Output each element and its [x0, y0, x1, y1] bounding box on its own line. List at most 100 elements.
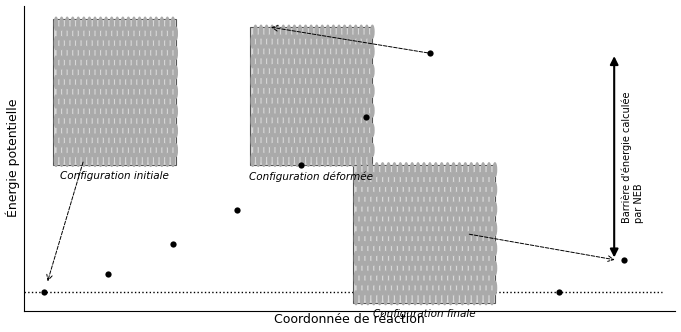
Circle shape: [443, 193, 446, 206]
Circle shape: [466, 252, 470, 265]
Circle shape: [381, 202, 384, 216]
Circle shape: [257, 35, 260, 48]
Circle shape: [301, 94, 304, 107]
Circle shape: [443, 291, 446, 304]
Circle shape: [157, 66, 161, 79]
Circle shape: [136, 105, 138, 118]
Circle shape: [484, 232, 488, 245]
Circle shape: [431, 252, 434, 265]
Circle shape: [390, 271, 393, 285]
Circle shape: [127, 153, 130, 166]
Circle shape: [93, 56, 97, 69]
Circle shape: [484, 193, 488, 206]
Circle shape: [101, 85, 105, 98]
Circle shape: [455, 271, 458, 285]
Circle shape: [279, 35, 282, 48]
Circle shape: [127, 17, 130, 30]
Circle shape: [101, 46, 105, 59]
Circle shape: [425, 271, 428, 285]
Circle shape: [99, 153, 102, 166]
Circle shape: [372, 212, 375, 226]
Circle shape: [326, 45, 330, 58]
Circle shape: [93, 153, 97, 166]
Circle shape: [490, 193, 494, 206]
Circle shape: [354, 65, 358, 78]
Circle shape: [407, 173, 411, 186]
Circle shape: [358, 261, 361, 275]
Circle shape: [129, 144, 133, 157]
Circle shape: [290, 114, 294, 127]
Circle shape: [93, 37, 97, 49]
Circle shape: [358, 202, 361, 216]
Circle shape: [118, 85, 122, 98]
Circle shape: [396, 271, 399, 285]
Circle shape: [416, 183, 419, 196]
Circle shape: [464, 163, 467, 177]
Circle shape: [360, 45, 363, 58]
Circle shape: [398, 281, 402, 295]
Circle shape: [349, 45, 351, 58]
Circle shape: [301, 153, 304, 166]
Circle shape: [340, 134, 343, 146]
Circle shape: [77, 153, 80, 166]
Circle shape: [72, 134, 74, 147]
Circle shape: [416, 202, 419, 216]
Circle shape: [163, 66, 166, 79]
Circle shape: [313, 75, 315, 87]
Circle shape: [144, 76, 146, 88]
Circle shape: [262, 153, 266, 166]
Circle shape: [88, 56, 91, 69]
Circle shape: [357, 153, 360, 166]
Circle shape: [313, 153, 315, 166]
Circle shape: [334, 153, 338, 166]
Circle shape: [77, 56, 80, 69]
Circle shape: [160, 37, 163, 49]
Circle shape: [349, 25, 351, 38]
Circle shape: [455, 232, 458, 245]
Circle shape: [307, 114, 310, 127]
Circle shape: [85, 124, 89, 137]
Circle shape: [82, 134, 85, 147]
Circle shape: [293, 45, 296, 58]
Circle shape: [166, 95, 169, 108]
Circle shape: [479, 271, 481, 285]
Circle shape: [65, 56, 69, 69]
Circle shape: [402, 291, 405, 304]
Text: Configuration initiale: Configuration initiale: [60, 171, 169, 181]
Circle shape: [393, 222, 396, 236]
Circle shape: [105, 153, 108, 166]
Circle shape: [105, 17, 108, 30]
Circle shape: [368, 55, 371, 68]
Circle shape: [68, 27, 72, 40]
Circle shape: [166, 17, 169, 30]
Circle shape: [390, 193, 393, 206]
Circle shape: [431, 271, 434, 285]
Circle shape: [343, 84, 346, 97]
Circle shape: [326, 65, 330, 78]
Circle shape: [110, 76, 113, 88]
Circle shape: [332, 25, 335, 38]
Circle shape: [82, 37, 85, 49]
Circle shape: [366, 193, 370, 206]
Circle shape: [375, 222, 379, 236]
Circle shape: [141, 66, 144, 79]
Circle shape: [298, 45, 302, 58]
Circle shape: [282, 84, 285, 97]
Circle shape: [381, 163, 384, 177]
Circle shape: [354, 104, 358, 117]
Circle shape: [378, 212, 381, 226]
Circle shape: [452, 202, 455, 216]
Circle shape: [384, 232, 387, 245]
Circle shape: [323, 153, 327, 166]
Circle shape: [458, 281, 461, 295]
Circle shape: [416, 261, 419, 275]
Circle shape: [141, 27, 144, 40]
Circle shape: [318, 55, 321, 68]
Circle shape: [363, 202, 366, 216]
Circle shape: [315, 45, 318, 58]
Circle shape: [323, 114, 327, 127]
Circle shape: [315, 104, 318, 117]
Circle shape: [470, 202, 473, 216]
Circle shape: [270, 104, 274, 117]
Circle shape: [63, 124, 66, 137]
